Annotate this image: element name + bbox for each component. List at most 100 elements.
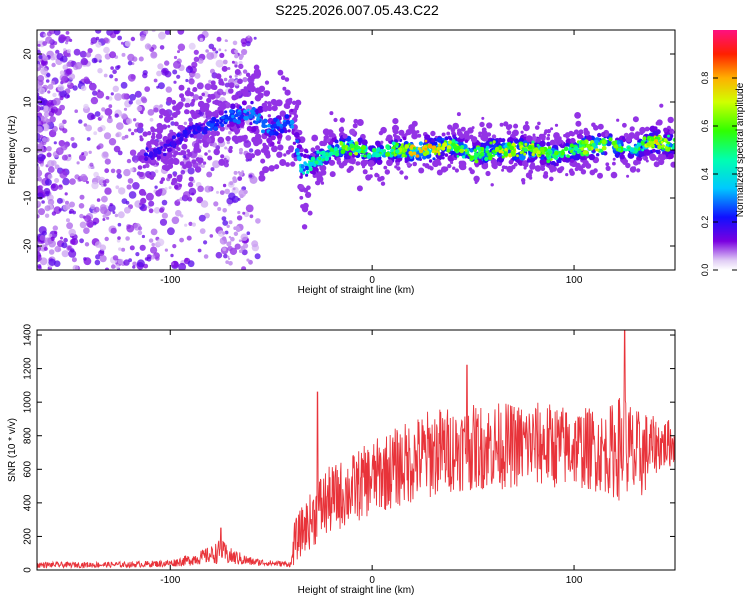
heatmap-cell <box>575 120 582 127</box>
chart-title: S225.2026.007.05.43.C22 <box>275 2 439 18</box>
heatmap-cell <box>219 237 228 245</box>
heatmap-cell <box>247 35 250 38</box>
heatmap-cell <box>270 135 276 141</box>
heatmap-cell <box>204 83 212 91</box>
heatmap-cell <box>190 101 195 106</box>
heatmap-cell <box>573 153 581 161</box>
heatmap-cell <box>633 159 639 166</box>
heatmap-cell <box>478 134 482 138</box>
heatmap-cell <box>78 203 85 209</box>
heatmap-cell <box>184 257 189 262</box>
heatmap-cell <box>203 254 209 259</box>
heatmap-cell <box>294 106 299 111</box>
heatmap-cell <box>418 147 422 151</box>
heatmap-cell <box>173 173 177 177</box>
heatmap-cell <box>37 176 42 182</box>
heatmap-cell <box>48 249 55 255</box>
heatmap-cell <box>155 256 160 261</box>
heatmap-cell <box>480 147 485 151</box>
heatmap-cell <box>224 230 229 235</box>
heatmap-cell <box>172 154 176 158</box>
heatmap-cell <box>486 132 492 137</box>
heatmap-cell <box>333 146 338 152</box>
heatmap-cell <box>179 161 185 166</box>
heatmap-cell <box>215 50 219 54</box>
heatmap-cell <box>192 94 200 101</box>
heatmap-cell <box>614 144 619 149</box>
heatmap-cell <box>640 141 645 146</box>
heatmap-cell <box>66 48 72 54</box>
heatmap-cell <box>263 90 270 97</box>
heatmap-cell <box>67 81 71 85</box>
heatmap-cell <box>450 160 454 165</box>
heatmap-cell <box>110 66 114 70</box>
heatmap-cell <box>264 80 270 85</box>
heatmap-cell <box>517 160 521 164</box>
heatmap-cell <box>165 139 171 145</box>
heatmap-cell <box>237 111 242 116</box>
heatmap-cell <box>231 94 238 101</box>
heatmap-cell <box>159 218 168 226</box>
heatmap-cell <box>546 159 551 164</box>
heatmap-cell <box>530 149 534 153</box>
heatmap-cell <box>151 242 155 247</box>
heatmap-cell <box>68 228 76 237</box>
heatmap-cell <box>160 158 165 163</box>
heatmap-cell <box>172 105 178 111</box>
heatmap-cell <box>624 159 628 164</box>
heatmap-cell <box>50 80 56 86</box>
heatmap-cell <box>394 139 398 144</box>
heatmap-cell <box>326 138 331 143</box>
heatmap-cell <box>654 139 659 143</box>
heatmap-cell <box>438 143 442 147</box>
heatmap-cell <box>616 118 620 122</box>
heatmap-cell <box>43 246 48 251</box>
heatmap-cell <box>101 107 106 112</box>
heatmap-cell <box>177 30 185 35</box>
heatmap-cell <box>340 149 346 155</box>
heatmap-cell <box>64 192 68 196</box>
heatmap-cell <box>518 143 522 146</box>
heatmap-cell <box>440 166 448 173</box>
heatmap-cell <box>375 140 381 147</box>
heatmap-cell <box>87 112 95 121</box>
heatmap-cell <box>37 145 45 153</box>
heatmap-cell <box>129 93 137 101</box>
heatmap-cell <box>464 149 468 152</box>
heatmap-cell <box>432 149 436 153</box>
heatmap-cell <box>37 256 42 261</box>
heatmap-cell <box>44 178 52 186</box>
heatmap-cell <box>142 131 148 137</box>
heatmap-cell <box>433 141 438 146</box>
colorbar-tick-label: 0.8 <box>700 72 710 85</box>
heatmap-cell <box>267 114 271 118</box>
heatmap-cell <box>568 130 574 136</box>
heatmap-cell <box>295 139 300 143</box>
heatmap-cell <box>506 165 514 173</box>
heatmap-cell <box>412 146 416 150</box>
heatmap-cell <box>546 129 552 134</box>
heatmap-cell <box>204 185 212 193</box>
heatmap-cell <box>173 55 178 60</box>
heatmap-cell <box>432 160 439 168</box>
heatmap-cell <box>209 93 216 100</box>
heatmap-cell <box>357 137 363 143</box>
heatmap-cell <box>141 234 145 239</box>
heatmap-cell <box>576 149 582 154</box>
heatmap-cell <box>105 95 110 100</box>
heatmap-cell <box>232 187 236 191</box>
heatmap-cell <box>561 152 565 156</box>
heatmap-cell <box>392 133 397 138</box>
heatmap-cell <box>172 158 180 166</box>
heatmap-cell <box>140 37 144 42</box>
heatmap-cell <box>649 141 655 146</box>
heatmap-cell <box>136 259 145 268</box>
heatmap-cell <box>448 140 453 145</box>
heatmap-cell <box>474 152 480 158</box>
heatmap-cell <box>395 145 399 148</box>
heatmap-cell <box>238 171 243 177</box>
heatmap-cell <box>277 138 282 142</box>
heatmap-cell <box>188 187 197 196</box>
heatmap-cell <box>459 160 467 168</box>
